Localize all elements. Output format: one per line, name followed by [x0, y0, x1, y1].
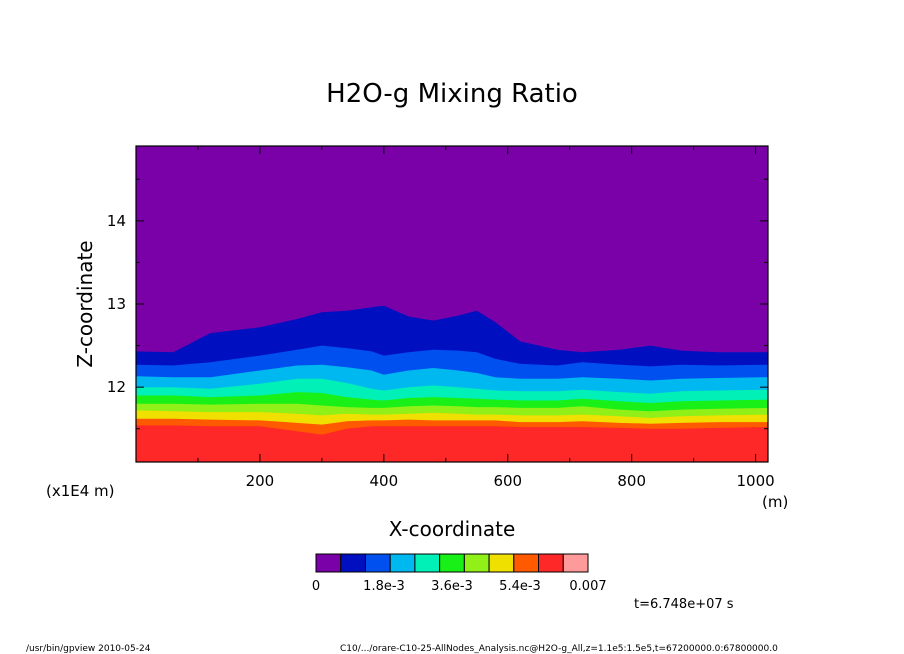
contour-bands: [136, 305, 768, 462]
colorbar-swatch: [463, 553, 490, 573]
colorbar-swatch: [562, 553, 589, 573]
colorbar-label: 0: [312, 579, 320, 594]
y-tick-label: 14: [107, 212, 126, 230]
colorbar-swatch: [340, 553, 366, 573]
colorbar-swatch: [414, 553, 441, 573]
colorbar-label: 0.007: [569, 579, 606, 594]
colorbar-swatch: [538, 553, 564, 573]
x-axis-label: X-coordinate: [389, 517, 516, 541]
colorbar-swatch: [439, 553, 465, 573]
colorbar-swatch: [389, 553, 416, 573]
plot-area: 200 400 600 800 1000 12 13 14: [107, 145, 775, 490]
y-axis-unit: (x1E4 m): [46, 482, 115, 500]
colorbar-swatch: [364, 553, 391, 573]
colorbar-swatch: [513, 553, 540, 573]
colorbar-label: 1.8e-3: [363, 579, 405, 594]
x-tick-label: 1000: [737, 472, 775, 490]
axis-ticks: 200 400 600 800 1000 12 13 14: [107, 146, 775, 490]
y-tick-label: 13: [107, 295, 126, 313]
colorbar-label: 3.6e-3: [431, 579, 473, 594]
time-annotation: t=6.748e+07 s: [634, 597, 734, 612]
x-tick-label: 800: [617, 472, 646, 490]
colorbar-swatch: [315, 553, 342, 573]
footer-right: C10/.../orare-C10-25-AllNodes_Analysis.n…: [340, 644, 778, 654]
x-tick-label: 400: [370, 472, 399, 490]
contour-band: [136, 425, 768, 462]
colorbar: 0 1.8e-3 3.6e-3 5.4e-3 0.007: [312, 553, 607, 594]
x-tick-label: 600: [493, 472, 522, 490]
footer-left: /usr/bin/gpview 2010-05-24: [26, 644, 151, 654]
y-tick-label: 12: [107, 378, 126, 396]
x-tick-label: 200: [246, 472, 275, 490]
colorbar-label: 5.4e-3: [499, 579, 541, 594]
y-axis-label: Z-coordinate: [73, 240, 97, 367]
chart-title: H2O-g Mixing Ratio: [326, 79, 578, 109]
x-axis-unit: (m): [762, 493, 788, 511]
colorbar-swatch: [488, 553, 515, 573]
